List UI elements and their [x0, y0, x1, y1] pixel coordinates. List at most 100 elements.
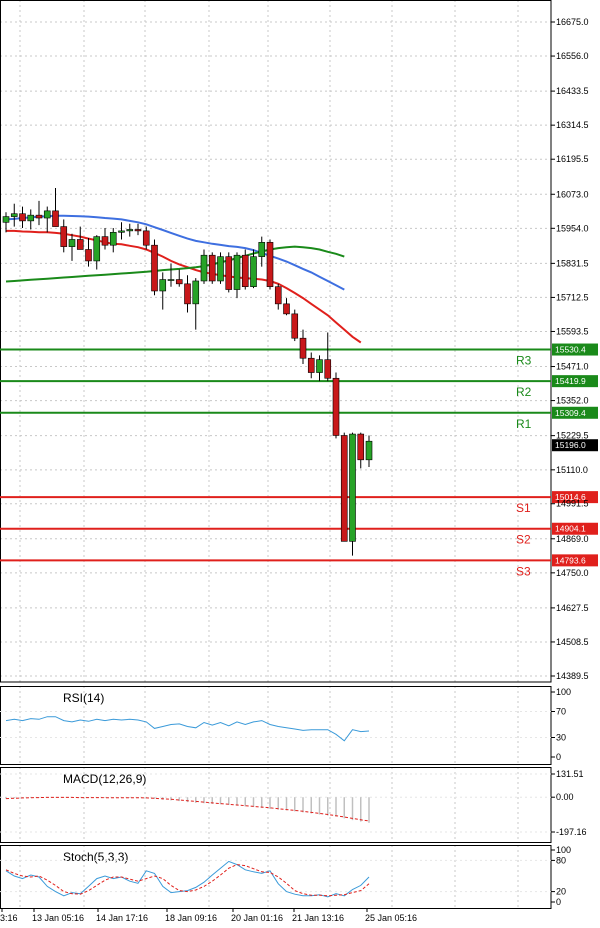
- moving-average-line-3: [5, 245, 345, 283]
- candle: [175, 269, 183, 287]
- price-tick-label: 14991.5: [556, 499, 589, 509]
- candle-body-up: [349, 433, 356, 542]
- indicator-title: MACD(12,26,9): [63, 772, 146, 786]
- candle: [332, 372, 340, 439]
- indicator-line-1: [5, 796, 370, 822]
- candle: [93, 235, 101, 270]
- candle: [151, 239, 158, 296]
- candle: [291, 309, 299, 342]
- candle: [184, 275, 191, 313]
- candle: [101, 228, 109, 250]
- candle-body-down: [324, 359, 332, 379]
- candle-body-up: [192, 280, 200, 305]
- level-tag-label: 14793.6: [555, 555, 586, 565]
- candle: [258, 236, 266, 267]
- current-price-tag-bg: [552, 439, 598, 452]
- current-price-tag-label: 15196.0: [555, 440, 586, 450]
- indicator-tick-label: 70: [556, 707, 566, 717]
- time-tick-label: 25 Jan 05:16: [365, 913, 417, 923]
- indicator-tick-label: 20: [556, 887, 566, 897]
- candle: [233, 252, 241, 299]
- candle-body-up: [316, 359, 323, 373]
- time-tick-label: 14 Jan 17:16: [96, 913, 148, 923]
- candle: [159, 272, 167, 310]
- indicator-line-1: [5, 860, 370, 898]
- candle: [250, 249, 257, 289]
- level-tag-bg: [552, 406, 598, 419]
- candle-body-up: [68, 239, 76, 247]
- indicator-line-1: [5, 716, 370, 742]
- candle: [68, 233, 76, 261]
- candle-body-down: [142, 230, 150, 246]
- price-tick-label: 14389.5: [556, 671, 589, 681]
- price-tick-label: 16073.0: [556, 189, 589, 199]
- time-tick-label: 3:16: [0, 913, 18, 923]
- indicator-pane: MACD(12,26,9) 131.51 0.00 -197.16: [0, 769, 587, 837]
- candle-body-up: [200, 254, 208, 282]
- level-tag-bg: [552, 375, 598, 388]
- level-tag-bg: [552, 522, 598, 535]
- candle-body-up: [93, 236, 101, 262]
- candle: [19, 206, 26, 229]
- indicator-tick-label: 0: [556, 752, 561, 762]
- time-axis: 3:16 13 Jan 05:16 14 Jan 17:16 18 Jan 09:16…: [0, 908, 417, 923]
- price-tick-label: 15831.5: [556, 258, 589, 268]
- moving-average-line-2: [5, 214, 345, 291]
- indicator-tick-label: 100: [556, 845, 571, 855]
- candle-body-up: [217, 256, 224, 282]
- indicator-pane-frame: [0, 686, 552, 765]
- candle-body-up: [159, 279, 167, 292]
- price-tick-label: 14627.5: [556, 603, 589, 613]
- candle: [324, 332, 332, 382]
- candle: [225, 252, 233, 293]
- indicator-tick-label: -197.16: [556, 827, 587, 837]
- candle: [266, 239, 274, 290]
- candle-body-down: [283, 303, 290, 315]
- indicator-tick-label: 0.00: [556, 792, 574, 802]
- candle-body-down: [340, 435, 348, 542]
- indicator-tick-label: 0: [556, 897, 561, 907]
- candle: [2, 212, 10, 233]
- candlesticks: [2, 187, 373, 556]
- candle-body-down: [85, 249, 92, 262]
- candle-body-up: [10, 213, 18, 217]
- candle-body-up: [27, 214, 35, 222]
- candle-body-up: [118, 230, 125, 233]
- indicator-title: Stoch(5,3,3): [63, 850, 128, 864]
- level-name-s1: S1: [516, 501, 531, 515]
- candle: [118, 222, 125, 240]
- candle: [60, 219, 68, 253]
- indicator-tick-label: 30: [556, 733, 566, 743]
- candle: [349, 432, 356, 556]
- indicator-pane-frame: [0, 845, 552, 909]
- candle: [85, 238, 92, 267]
- candle: [307, 352, 315, 379]
- time-tick-label: 18 Jan 09:16: [165, 913, 217, 923]
- level-name-r2: R2: [516, 385, 532, 399]
- price-tick-label: 16195.5: [556, 154, 589, 164]
- price-tick-label: 15593.5: [556, 326, 589, 336]
- candle: [357, 432, 365, 469]
- level-tag-bg: [552, 343, 598, 356]
- candle: [316, 355, 323, 382]
- price-tick-label: 16556.0: [556, 51, 589, 61]
- price-tick-label: 15471.0: [556, 362, 589, 372]
- price-tick-label: 15229.5: [556, 431, 589, 441]
- candle: [208, 252, 216, 284]
- indicator-line-2: [5, 864, 370, 897]
- level-name-s2: S2: [516, 533, 531, 547]
- candle-body-down: [52, 210, 59, 227]
- candle: [142, 226, 150, 250]
- candle-body-down: [299, 337, 307, 359]
- candle: [283, 298, 290, 316]
- candle: [35, 200, 43, 226]
- candle: [340, 432, 348, 542]
- candle-body-down: [225, 256, 233, 290]
- candle: [10, 203, 18, 227]
- candle: [299, 329, 307, 364]
- candle-body-down: [76, 239, 84, 250]
- candle: [241, 249, 249, 290]
- indicator-title: RSI(14): [63, 691, 104, 705]
